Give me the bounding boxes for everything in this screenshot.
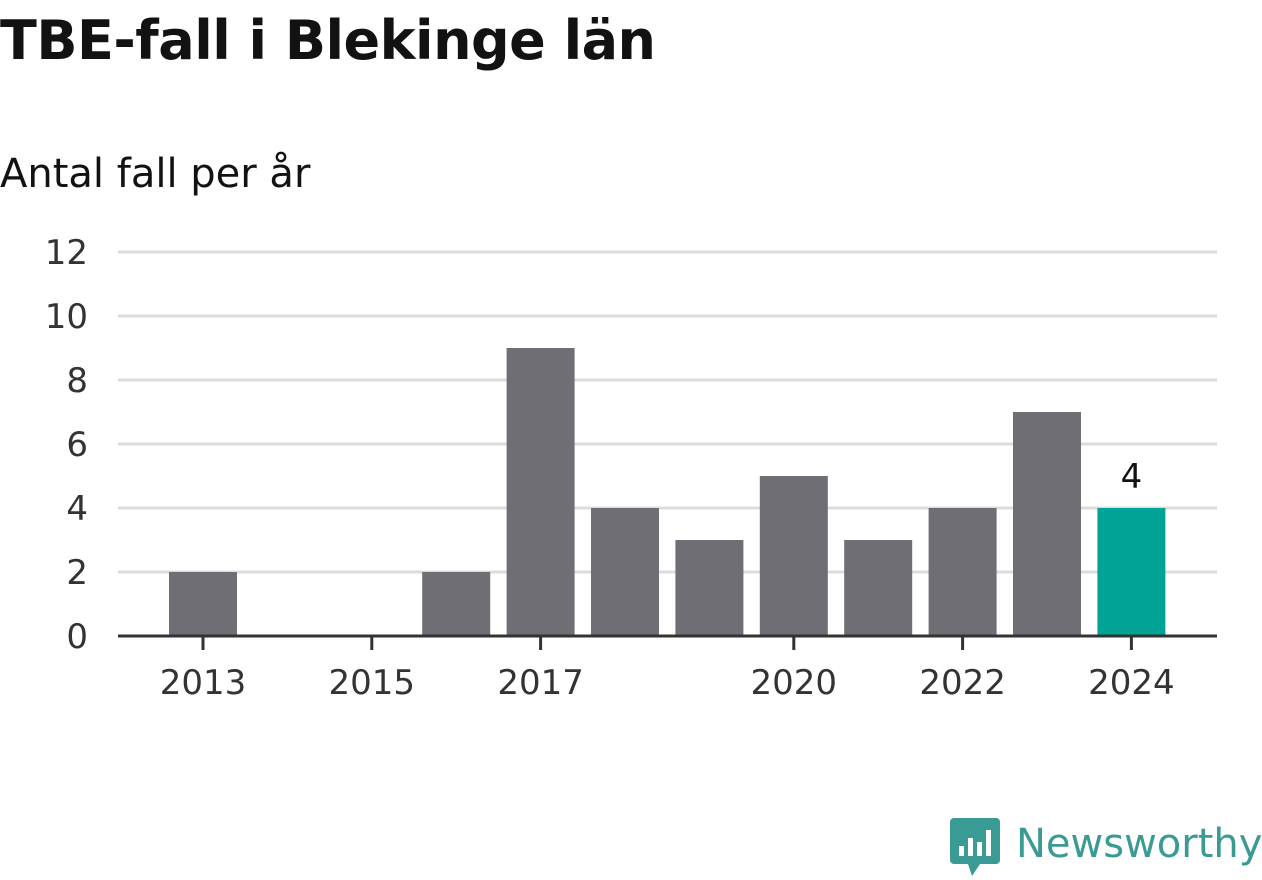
- bar-highlight: [1097, 508, 1166, 636]
- x-axis: [118, 634, 1217, 650]
- x-tick-label: 2017: [497, 663, 584, 703]
- y-tick-label: 6: [66, 425, 88, 465]
- chart-subtitle: Antal fall per år: [0, 151, 311, 197]
- y-tick-label: 8: [66, 361, 88, 401]
- y-tick-label: 0: [66, 617, 88, 657]
- x-tick-label: 2022: [919, 663, 1006, 703]
- brand-name: Newsworthy: [1016, 821, 1262, 867]
- chart-title: TBE-fall i Blekinge län: [0, 9, 656, 72]
- bar: [506, 348, 575, 636]
- data-labels: 4: [1121, 457, 1143, 497]
- y-axis-tick-labels: 0 2 4 6 8 10 12: [45, 233, 88, 657]
- newsworthy-brand: Newsworthy: [950, 818, 1262, 880]
- x-tick-label: 2013: [160, 663, 247, 703]
- data-label: 4: [1121, 457, 1143, 497]
- bar: [1013, 412, 1081, 636]
- bar: [759, 476, 828, 636]
- y-tick-label: 4: [66, 489, 88, 529]
- bar: [169, 572, 237, 636]
- newsworthy-logo-icon: [950, 818, 1000, 876]
- y-tick-label: 2: [66, 553, 88, 593]
- y-tick-label: 12: [45, 233, 88, 273]
- bar: [844, 540, 913, 636]
- x-axis-tick-labels: 2013 2015 2017 2020 2022 2024: [160, 663, 1175, 703]
- y-tick-label: 10: [45, 297, 88, 337]
- bar: [928, 508, 997, 636]
- x-tick-label: 2024: [1088, 663, 1175, 703]
- bar-chart: 0 2 4 6 8 10 12 2013 2015 2017 2020 2022 2024 4: [45, 233, 1217, 703]
- bar: [422, 572, 491, 636]
- bars: [169, 348, 1166, 636]
- x-tick-label: 2015: [329, 663, 416, 703]
- bar: [591, 508, 659, 636]
- bar: [675, 540, 744, 636]
- x-tick-label: 2020: [751, 663, 838, 703]
